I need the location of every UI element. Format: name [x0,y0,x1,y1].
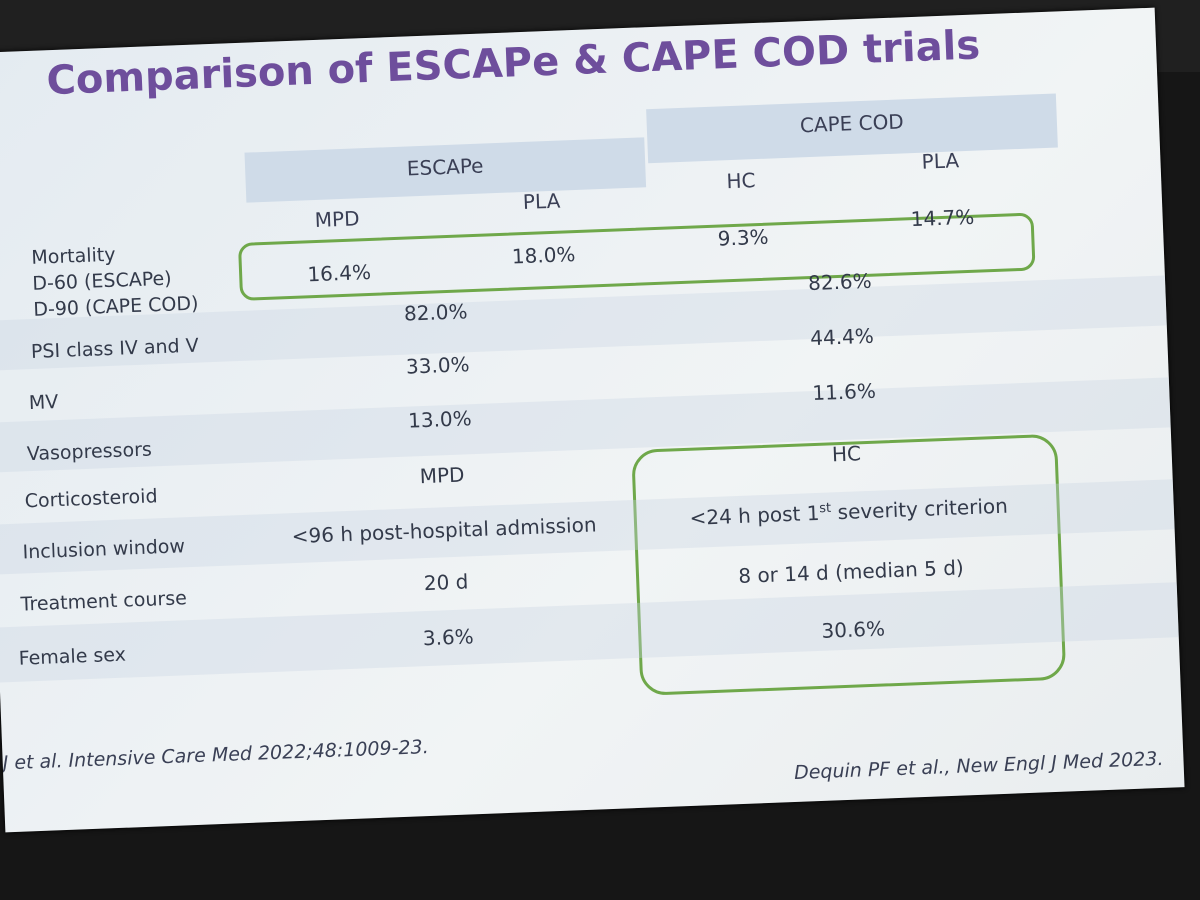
superscript: st [818,500,832,517]
slide: Comparison of ESCAPe & CAPE COD trials E… [0,7,1185,833]
row-label: Mortality [30,243,116,269]
column-header: MPD [314,206,360,233]
group-header: CAPE COD [799,109,905,138]
column-header: HC [725,168,756,194]
cell: 8 or 14 d (median 5 d) [737,555,965,589]
group-header: ESCAPe [406,153,484,181]
table: ESCAPe CAPE COD MPD PLA HC PLA Mortality D-60 (… [0,8,1185,833]
cell-text: <24 h post 1 [689,500,820,530]
cell: MPD [419,462,465,489]
column-header: PLA [921,148,960,174]
row-label: Treatment course [20,586,188,616]
row-label: MV [28,391,59,415]
row-label: Corticosteroid [24,485,158,513]
cell: 20 d [423,569,469,596]
row-label: Female sex [18,643,127,670]
row-label: Vasopressors [26,438,153,466]
column-header: PLA [522,188,561,215]
